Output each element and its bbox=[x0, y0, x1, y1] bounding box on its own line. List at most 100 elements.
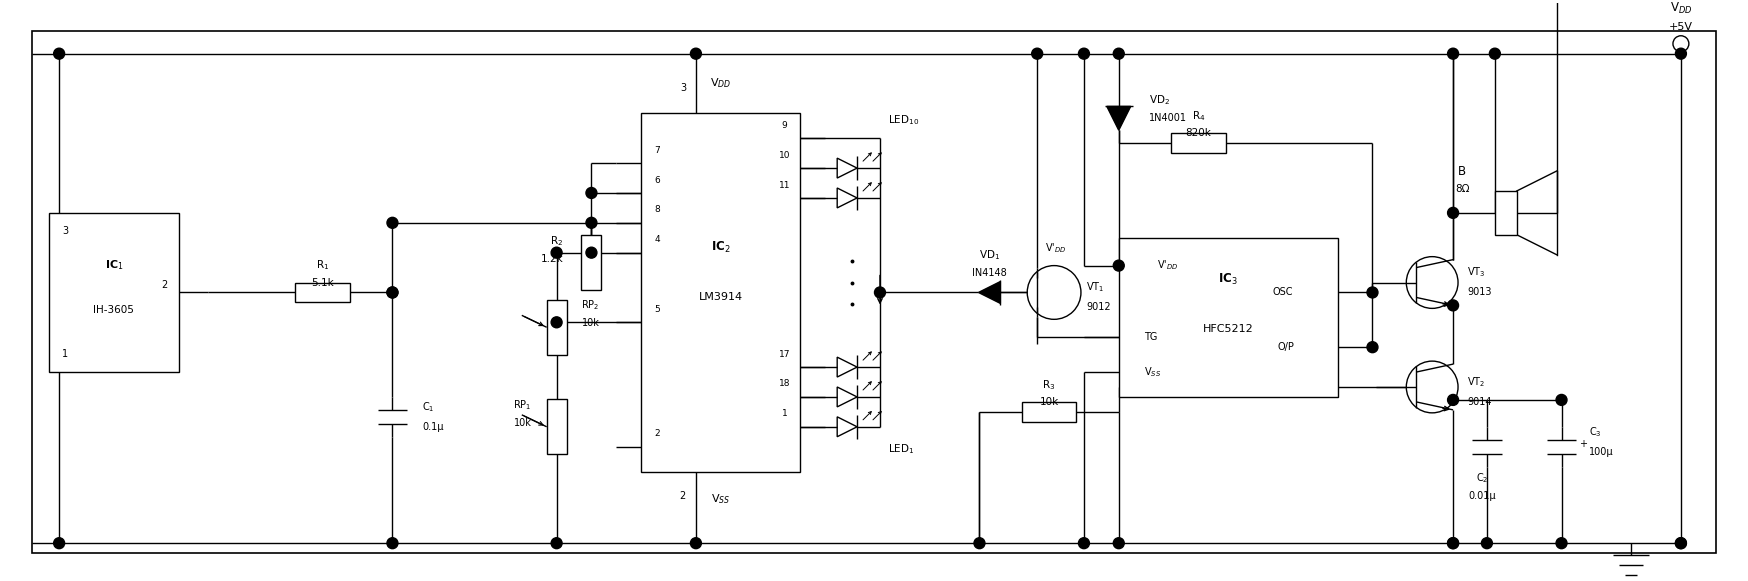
Circle shape bbox=[54, 538, 65, 548]
Text: 4: 4 bbox=[654, 235, 659, 244]
Text: C$_1$: C$_1$ bbox=[421, 400, 435, 414]
Circle shape bbox=[1113, 48, 1124, 59]
Text: 820k: 820k bbox=[1185, 128, 1211, 138]
Circle shape bbox=[1031, 48, 1042, 59]
Circle shape bbox=[1447, 300, 1458, 311]
Text: 9: 9 bbox=[781, 121, 787, 130]
Text: TG: TG bbox=[1143, 332, 1157, 342]
Text: V$_{DD}$: V$_{DD}$ bbox=[710, 77, 731, 91]
Text: VT$_3$: VT$_3$ bbox=[1467, 266, 1484, 279]
Circle shape bbox=[586, 217, 596, 228]
Circle shape bbox=[386, 287, 399, 298]
Text: 2: 2 bbox=[680, 492, 685, 501]
Text: IC$_3$: IC$_3$ bbox=[1218, 272, 1238, 287]
Text: 10k: 10k bbox=[1038, 397, 1058, 407]
Text: R$_2$: R$_2$ bbox=[551, 234, 563, 248]
Bar bbox=[547, 300, 566, 354]
Text: LED$_{10}$: LED$_{10}$ bbox=[888, 113, 919, 127]
Circle shape bbox=[1556, 538, 1566, 548]
Bar bbox=[1119, 238, 1337, 397]
Bar bbox=[642, 113, 801, 472]
Circle shape bbox=[386, 538, 399, 548]
Text: 0.1µ: 0.1µ bbox=[421, 422, 444, 432]
Circle shape bbox=[1367, 342, 1377, 353]
Text: O/P: O/P bbox=[1278, 342, 1294, 352]
Text: 2: 2 bbox=[654, 429, 659, 438]
Text: VD$_1$: VD$_1$ bbox=[979, 248, 1000, 261]
Circle shape bbox=[586, 247, 596, 258]
Text: 1: 1 bbox=[781, 410, 787, 418]
Circle shape bbox=[1556, 394, 1566, 406]
Text: LM3914: LM3914 bbox=[697, 292, 743, 303]
Circle shape bbox=[551, 247, 561, 258]
Circle shape bbox=[1447, 48, 1458, 59]
Text: 11: 11 bbox=[778, 181, 790, 189]
Bar bbox=[547, 399, 566, 454]
Circle shape bbox=[1447, 538, 1458, 548]
Text: +: + bbox=[1578, 439, 1587, 449]
Circle shape bbox=[1447, 538, 1458, 548]
Circle shape bbox=[690, 48, 701, 59]
Text: V$_{SS}$: V$_{SS}$ bbox=[711, 493, 731, 506]
Circle shape bbox=[386, 287, 399, 298]
Text: 1: 1 bbox=[61, 349, 68, 359]
Circle shape bbox=[874, 287, 884, 298]
Circle shape bbox=[1675, 48, 1685, 59]
Text: VD$_2$: VD$_2$ bbox=[1148, 94, 1169, 107]
Text: 1N4001: 1N4001 bbox=[1148, 113, 1185, 123]
Text: 8Ω: 8Ω bbox=[1454, 184, 1468, 194]
Circle shape bbox=[1113, 260, 1124, 271]
Circle shape bbox=[1447, 207, 1458, 218]
Text: IH-3605: IH-3605 bbox=[93, 306, 135, 315]
Text: V'$_{DD}$: V'$_{DD}$ bbox=[1155, 259, 1178, 272]
Text: 9014: 9014 bbox=[1467, 397, 1491, 407]
Circle shape bbox=[1481, 538, 1491, 548]
Circle shape bbox=[1675, 538, 1685, 548]
Circle shape bbox=[551, 317, 561, 328]
Text: V$_{DD}$: V$_{DD}$ bbox=[1669, 1, 1690, 16]
Text: V'$_{DD}$: V'$_{DD}$ bbox=[1045, 241, 1066, 254]
Text: R$_3$: R$_3$ bbox=[1042, 378, 1056, 392]
Text: 10k: 10k bbox=[580, 318, 600, 328]
Circle shape bbox=[586, 188, 596, 199]
Text: 18: 18 bbox=[778, 379, 790, 389]
Text: 8: 8 bbox=[654, 205, 659, 214]
Bar bbox=[49, 213, 178, 372]
Text: 1.2k: 1.2k bbox=[540, 254, 563, 264]
Circle shape bbox=[690, 538, 701, 548]
Circle shape bbox=[1079, 538, 1089, 548]
Text: +5V: +5V bbox=[1668, 22, 1692, 32]
Circle shape bbox=[54, 48, 65, 59]
Text: V$_{SS}$: V$_{SS}$ bbox=[1143, 365, 1161, 379]
Text: IC$_2$: IC$_2$ bbox=[711, 240, 731, 255]
Bar bbox=[580, 235, 601, 290]
Text: 3: 3 bbox=[61, 226, 68, 236]
Circle shape bbox=[974, 538, 984, 548]
Text: B: B bbox=[1458, 164, 1465, 178]
Text: C$_3$: C$_3$ bbox=[1589, 425, 1601, 439]
Circle shape bbox=[1079, 48, 1089, 59]
Circle shape bbox=[1675, 538, 1685, 548]
Circle shape bbox=[551, 538, 561, 548]
Text: R$_1$: R$_1$ bbox=[316, 259, 329, 272]
Bar bbox=[1495, 191, 1516, 235]
Text: 5.1k: 5.1k bbox=[311, 278, 334, 288]
Text: R$_4$: R$_4$ bbox=[1190, 109, 1204, 123]
Bar bbox=[295, 282, 350, 303]
Circle shape bbox=[1367, 287, 1377, 298]
Bar bbox=[1171, 133, 1225, 153]
Text: HFC5212: HFC5212 bbox=[1203, 324, 1253, 334]
Text: LED$_1$: LED$_1$ bbox=[888, 442, 914, 456]
Text: OSC: OSC bbox=[1273, 288, 1294, 297]
Polygon shape bbox=[977, 282, 1000, 303]
Text: IN4148: IN4148 bbox=[972, 268, 1007, 278]
Bar bbox=[1021, 402, 1075, 422]
Text: 17: 17 bbox=[778, 350, 790, 358]
Text: 10: 10 bbox=[778, 150, 790, 160]
Circle shape bbox=[1447, 394, 1458, 406]
Text: C$_2$: C$_2$ bbox=[1475, 472, 1488, 485]
Circle shape bbox=[1489, 48, 1500, 59]
Text: VT$_1$: VT$_1$ bbox=[1086, 281, 1103, 295]
Text: 100µ: 100µ bbox=[1589, 447, 1613, 457]
Text: 5: 5 bbox=[654, 305, 659, 314]
